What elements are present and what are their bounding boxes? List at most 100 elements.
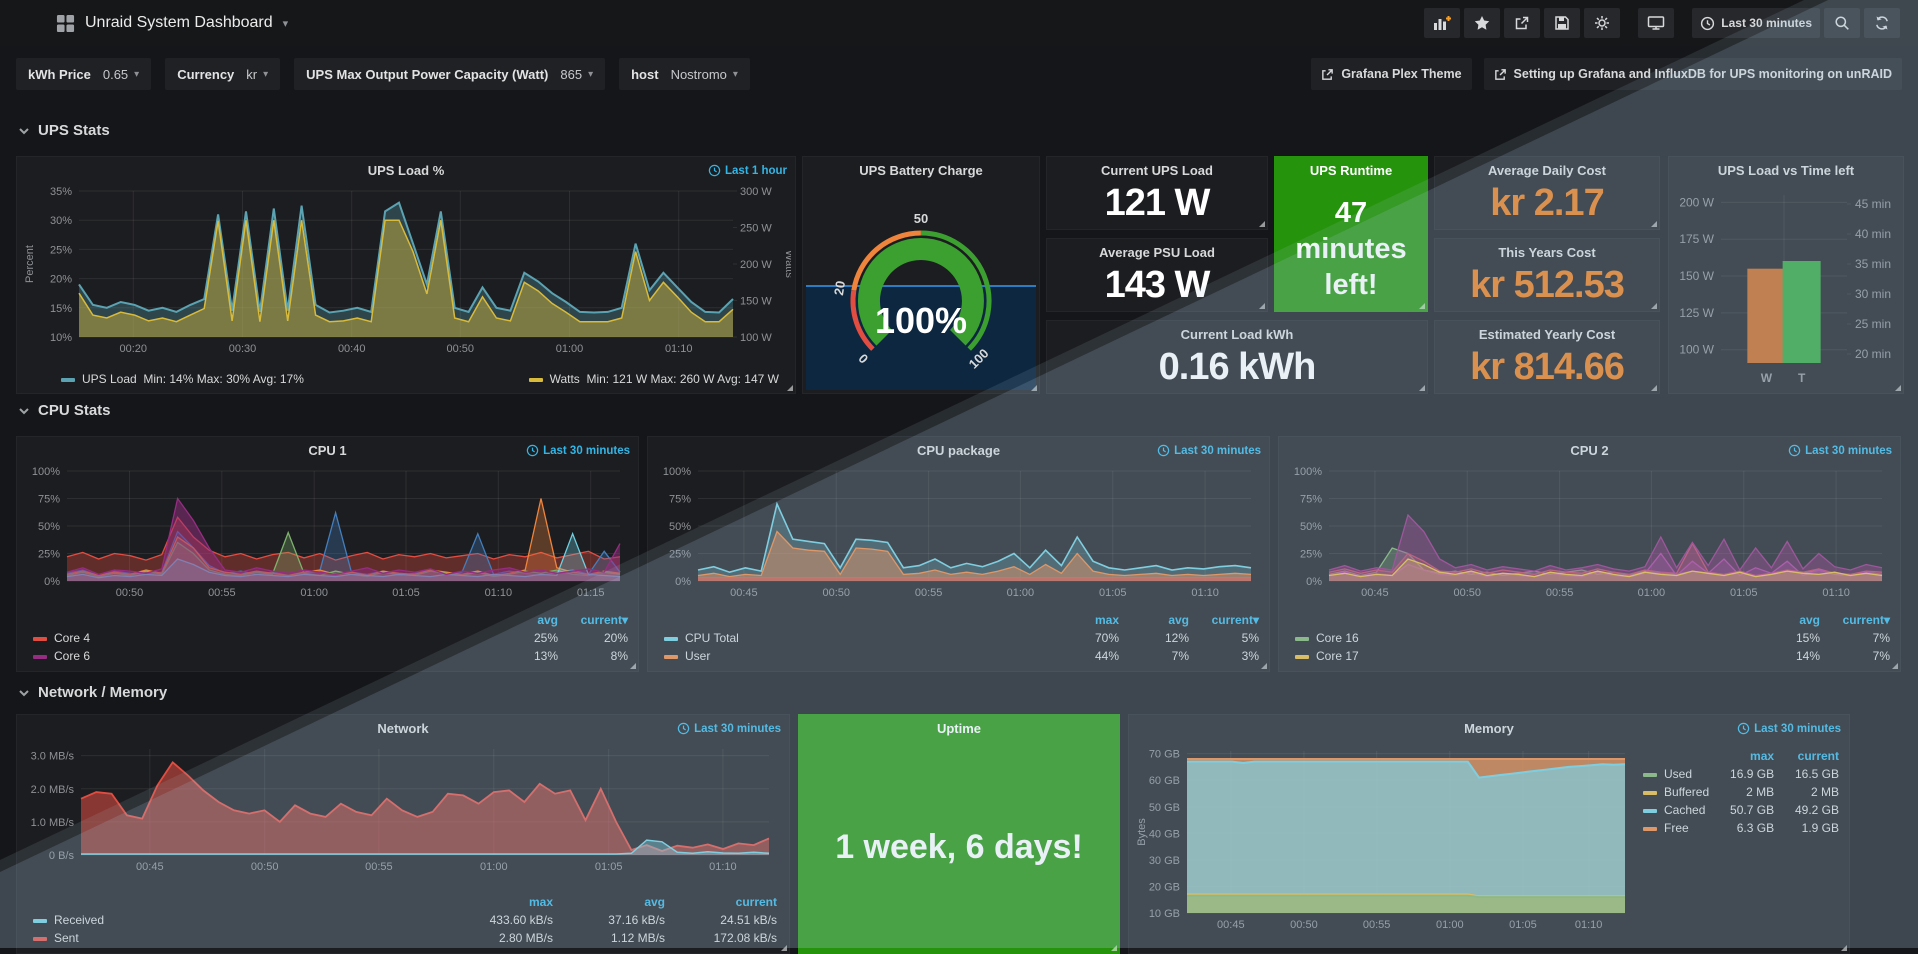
time-range-picker[interactable]: Last 30 minutes — [1692, 8, 1820, 38]
time-range-badge[interactable]: Last 30 minutes — [1737, 722, 1841, 735]
variable-currency[interactable]: Currency kr ▾ — [165, 58, 281, 90]
zoom-out-button[interactable] — [1824, 8, 1860, 38]
legend-item[interactable]: Core 16 15% 7% — [1293, 629, 1890, 647]
network-svg: 3.0 MB/s 2.0 MB/s 1.0 MB/s 0 B/s 00:45 00:50 0… — [31, 749, 770, 873]
clock-icon — [1157, 444, 1170, 457]
svg-text:01:00: 01:00 — [556, 343, 584, 355]
legend-item[interactable]: Received 433.60 kB/s 37.16 kB/s 24.51 kB/s — [31, 911, 777, 929]
refresh-button[interactable] — [1864, 8, 1900, 38]
legend-col-header[interactable]: avg — [1168, 613, 1189, 627]
legend-col-header[interactable]: max — [1094, 613, 1119, 627]
cpu-package-chart[interactable]: 100% 75% 50% 25% 0% 00:45 00:50 00:55 01:00 01:05… — [652, 463, 1263, 601]
legend-col-header[interactable]: max — [1750, 749, 1775, 763]
section-network-memory[interactable]: Network / Memory — [18, 684, 167, 701]
network-chart[interactable]: 3.0 MB/s 2.0 MB/s 1.0 MB/s 0 B/s 00:45 00:50 0… — [21, 741, 783, 875]
legend-col-header[interactable]: avg — [1799, 613, 1820, 627]
panel-title[interactable]: Estimated Yearly Cost — [1478, 327, 1616, 342]
panel-title[interactable]: Uptime — [936, 721, 982, 736]
panel-title[interactable]: Average Daily Cost — [1487, 163, 1606, 178]
legend-col-header[interactable]: avg — [537, 613, 558, 627]
panel-title[interactable]: Average PSU Load — [1099, 245, 1215, 260]
panel-title[interactable]: Current Load kWh — [1180, 327, 1294, 342]
bar-svg: 200 W 175 W 150 W 125 W 100 W 45 min 40 min 35 … — [1679, 195, 1891, 385]
legend-item[interactable]: Buffered 2 MB 2 MB — [1641, 783, 1839, 801]
time-range-badge[interactable]: Last 30 minutes — [677, 722, 781, 735]
panel-title[interactable]: This Years Cost — [1498, 245, 1596, 260]
svg-text:45 min: 45 min — [1855, 197, 1891, 211]
panel-title[interactable]: UPS Load % — [367, 163, 445, 178]
legend-item[interactable]: UPS Load Min: 14% Max: 30% Avg: 17% — [61, 372, 304, 386]
variable-kwh-price[interactable]: kWh Price 0.65 ▾ — [16, 58, 152, 90]
load-vs-time-chart[interactable]: 200 W 175 W 150 W 125 W 100 W 45 min 40 min 35 … — [1673, 183, 1899, 387]
panel-this-years-cost: This Years Cost kr 512.53 — [1434, 238, 1660, 312]
time-range-badge[interactable]: Last 30 minutes — [526, 444, 630, 457]
legend-item[interactable]: CPU Total 70% 12% 5% — [662, 629, 1259, 647]
memory-chart[interactable]: 70 GB 60 GB 50 GB 40 GB 30 GB 20 GB 10 GB 00:45… — [1133, 741, 1633, 933]
star-button[interactable] — [1464, 8, 1501, 38]
bar-T[interactable] — [1782, 261, 1821, 363]
svg-text:00:45: 00:45 — [136, 861, 164, 873]
panel-current-ups-load: Current UPS Load 121 W — [1046, 156, 1268, 230]
legend-item[interactable]: Core 17 14% 7% — [1293, 647, 1890, 665]
panel-title[interactable]: CPU package — [916, 443, 1001, 458]
legend-item[interactable]: Core 6 13% 8% — [31, 647, 628, 665]
caret-down-icon: ▾ — [732, 68, 738, 80]
save-button[interactable] — [1544, 8, 1581, 38]
legend-item[interactable]: Watts Min: 121 W Max: 260 W Avg: 147 W — [528, 372, 779, 386]
svg-text:W: W — [1761, 371, 1773, 385]
legend-item[interactable]: User 44% 7% 3% — [662, 647, 1259, 665]
cpu-package-legend: max avg current▾ CPU Total 70% 12% 5% User 44% 7%… — [662, 611, 1259, 665]
cpu1-chart[interactable]: 100% 75% 50% 25% 0% 00:50 00:55 01:00 01:05 01:10… — [21, 463, 632, 601]
add-panel-button[interactable] — [1424, 8, 1461, 38]
legend-col-header[interactable]: current▾ — [1842, 613, 1890, 627]
legend-col-header[interactable]: current — [1797, 749, 1839, 763]
legend-col-header[interactable]: current▾ — [580, 613, 628, 627]
gear-icon[interactable] — [1584, 8, 1621, 38]
dashboard-title[interactable]: Unraid System Dashboard — [85, 14, 273, 31]
variable-host[interactable]: host Nostromo ▾ — [619, 58, 750, 90]
legend-col-header[interactable]: current▾ — [1211, 613, 1259, 627]
svg-text:01:00: 01:00 — [1638, 587, 1666, 599]
link-grafana-plex-theme[interactable]: Grafana Plex Theme — [1311, 58, 1472, 90]
svg-text:100 W: 100 W — [740, 332, 772, 344]
battery-gauge[interactable]: 0 20 50 100 100% — [811, 185, 1031, 385]
time-range-badge[interactable]: Last 30 minutes — [1157, 444, 1261, 457]
ups-load-chart[interactable]: 35% 30% 25% 20% 15% 10% 300 W 250 W 200 W 150 W 10… — [21, 183, 791, 357]
svg-text:00:40: 00:40 — [338, 343, 366, 355]
share-button[interactable] — [1504, 8, 1541, 38]
panel-title[interactable]: Network — [377, 721, 429, 736]
link-setup-guide[interactable]: Setting up Grafana and InfluxDB for UPS … — [1483, 58, 1902, 90]
section-cpu-stats[interactable]: CPU Stats — [18, 402, 111, 419]
legend-col-header[interactable]: max — [528, 895, 553, 909]
cycle-view-button[interactable] — [1638, 8, 1675, 38]
legend-item[interactable]: Core 4 25% 20% — [31, 629, 628, 647]
svg-text:01:00: 01:00 — [300, 587, 328, 599]
clock-icon — [708, 164, 721, 177]
panel-estimated-yearly-cost: Estimated Yearly Cost kr 814.66 — [1434, 320, 1660, 394]
cpu2-chart[interactable]: 100% 75% 50% 25% 0% 00:45 00:50 00:55 01:00 01:05… — [1283, 463, 1894, 601]
legend-col-header[interactable]: current — [735, 895, 777, 909]
bar-W[interactable] — [1747, 268, 1786, 363]
legend-item[interactable]: Used 16.9 GB 16.5 GB — [1641, 765, 1839, 783]
panel-title[interactable]: Current UPS Load — [1101, 163, 1213, 178]
svg-text:0: 0 — [856, 351, 872, 367]
panel-title[interactable]: UPS Load vs Time left — [1717, 163, 1855, 178]
svg-text:01:10: 01:10 — [485, 587, 513, 599]
section-ups-stats[interactable]: UPS Stats — [18, 122, 110, 139]
battery-sparkline — [806, 285, 1036, 390]
time-range-badge[interactable]: Last 1 hour — [708, 164, 787, 177]
panel-title[interactable]: CPU 1 — [308, 443, 347, 458]
legend-item[interactable]: Cached 50.7 GB 49.2 GB — [1641, 801, 1839, 819]
time-range-badge[interactable]: Last 30 minutes — [1788, 444, 1892, 457]
dashboards-grid-icon[interactable] — [56, 14, 75, 33]
panel-title[interactable]: UPS Runtime — [1309, 163, 1393, 178]
svg-text:0 B/s: 0 B/s — [49, 850, 75, 862]
variable-ups-max-output[interactable]: UPS Max Output Power Capacity (Watt) 865… — [294, 58, 606, 90]
svg-text:01:15: 01:15 — [577, 587, 605, 599]
legend-item[interactable]: Sent 2.80 MB/s 1.12 MB/s 172.08 kB/s — [31, 929, 777, 947]
legend-item[interactable]: Free 6.3 GB 1.9 GB — [1641, 819, 1839, 837]
panel-title[interactable]: CPU 2 — [1570, 443, 1609, 458]
legend-col-header[interactable]: avg — [644, 895, 665, 909]
panel-title[interactable]: UPS Battery Charge — [859, 163, 983, 178]
panel-title[interactable]: Memory — [1464, 721, 1514, 736]
